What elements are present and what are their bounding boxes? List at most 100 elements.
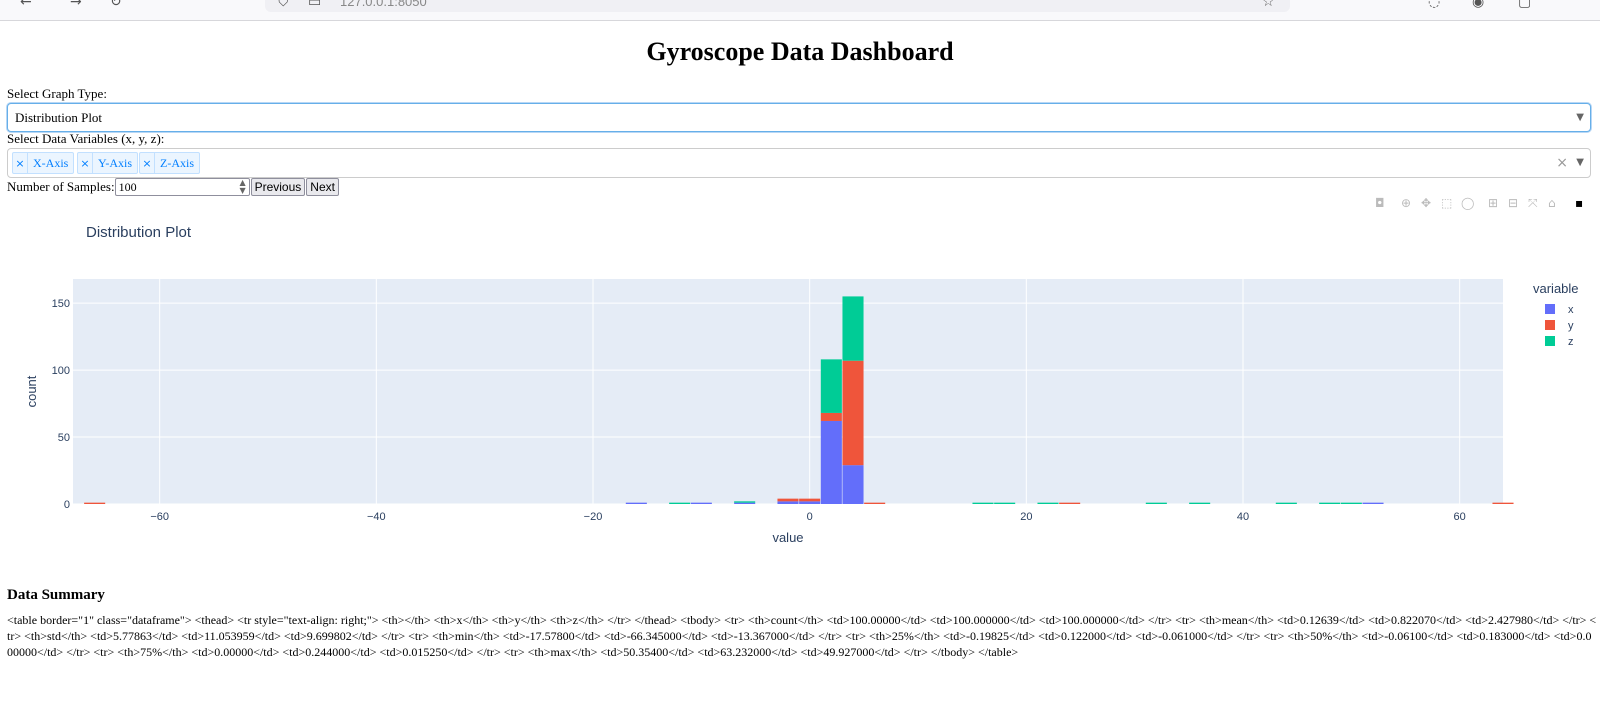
bar-z[interactable] (1275, 502, 1297, 504)
remove-x-axis-icon[interactable]: × (13, 153, 28, 173)
bar-x[interactable] (690, 502, 712, 504)
chip-x-axis: × X-Axis (12, 152, 75, 174)
graph-type-label: Select Graph Type: (7, 86, 107, 101)
chip-label: Y-Axis (98, 155, 133, 170)
chip-label: Z-Axis (160, 155, 194, 170)
shield-icon[interactable]: ⛉ (278, 0, 289, 10)
extensions-icon[interactable]: ▢ (1518, 0, 1532, 10)
bar-x[interactable] (1362, 502, 1384, 504)
bar-z[interactable] (1037, 502, 1059, 504)
samples-row: Number of Samples: 100 ▲ ▼ Previous Next (7, 178, 339, 196)
y-tick-label: 150 (52, 298, 70, 310)
bar-x[interactable] (799, 501, 821, 504)
chip-label: X-Axis (33, 155, 69, 170)
samples-value: 100 (118, 180, 137, 194)
y-axis-title: count (24, 375, 39, 407)
bar-y[interactable] (799, 498, 821, 502)
spinner-icon[interactable]: ▲ ▼ (239, 178, 246, 195)
page-title: Gyroscope Data Dashboard (646, 37, 954, 66)
box-select-icon[interactable]: ⬚ (1441, 196, 1453, 210)
bar-y[interactable] (84, 502, 106, 504)
bar-z[interactable] (994, 502, 1016, 504)
bar-z[interactable] (1189, 502, 1211, 504)
bar-y[interactable] (842, 360, 864, 466)
chevron-down-icon[interactable]: ▼ (1576, 157, 1584, 168)
account-icon[interactable]: ◉ (1472, 0, 1485, 10)
bar-z[interactable] (820, 359, 842, 413)
plotly-logo-icon[interactable]: ▪ (1575, 196, 1584, 210)
bar-z[interactable] (734, 501, 756, 503)
summary-text: <table border="1" class="dataframe"> <th… (7, 613, 1597, 659)
y-tick-label: 100 (52, 365, 70, 377)
y-tick-label: 50 (58, 432, 70, 444)
x-tick-label: −20 (584, 511, 603, 523)
previous-button[interactable]: Previous (250, 178, 306, 196)
next-button[interactable]: Next (306, 178, 339, 196)
legend-title: variable (1533, 281, 1579, 296)
x-tick-label: −40 (367, 511, 386, 523)
variables-multiselect[interactable]: × X-Axis × Y-Axis × Z-Axis × ▼ (7, 148, 1591, 178)
pocket-icon[interactable]: ◌ (1428, 0, 1441, 10)
browser-toolbar: ← → ↻ ⛉ ▭ 127.0.0.1:8050 ☆ ◌ ◉ ▢ (0, 0, 1600, 21)
bar-y[interactable] (1492, 502, 1514, 504)
distribution-chart[interactable]: 0 50 100 150 −60 −40 −20 0 20 40 60 value count varia… (0, 230, 1600, 560)
x-tick-label: 40 (1237, 511, 1249, 523)
graph-type-value: Distribution Plot (15, 110, 103, 125)
plot-background (73, 279, 1503, 504)
legend-item[interactable]: y (1568, 320, 1574, 332)
camera-icon[interactable]: ◘ (1375, 196, 1385, 210)
pan-icon[interactable]: ✥ (1421, 196, 1432, 210)
legend-swatch[interactable] (1545, 304, 1555, 314)
variables-label: Select Data Variables (x, y, z): (7, 131, 165, 146)
graph-type-dropdown[interactable]: Distribution Plot ▼ (7, 103, 1591, 132)
bar-y[interactable] (1059, 502, 1081, 504)
autoscale-icon[interactable]: ⤧ (1528, 196, 1538, 210)
samples-label: Number of Samples: (7, 179, 115, 194)
legend-item[interactable]: z (1568, 336, 1574, 348)
back-icon[interactable]: ← (20, 0, 32, 10)
zoom-out-icon[interactable]: ⊟ (1508, 196, 1519, 210)
bar-x[interactable] (777, 501, 799, 504)
url-bar[interactable] (265, 0, 1290, 12)
y-tick-label: 0 (64, 499, 70, 511)
bookmark-icon[interactable]: ☆ (1262, 0, 1275, 10)
x-tick-label: 60 (1454, 511, 1466, 523)
home-icon[interactable]: ⌂ (1548, 196, 1556, 210)
clear-all-icon[interactable]: × (1556, 155, 1568, 171)
x-tick-label: −60 (150, 511, 169, 523)
chip-y-axis: × Y-Axis (77, 152, 139, 174)
legend-swatch[interactable] (1545, 336, 1555, 346)
bar-z[interactable] (1145, 502, 1167, 504)
bar-z[interactable] (669, 502, 691, 504)
bar-z[interactable] (972, 502, 994, 504)
reload-icon[interactable]: ↻ (110, 0, 122, 10)
legend-swatch[interactable] (1545, 320, 1555, 330)
chart-title: Distribution Plot (86, 224, 192, 241)
bar-z[interactable] (842, 296, 864, 361)
url-text[interactable]: 127.0.0.1:8050 (340, 0, 427, 9)
summary-heading: Data Summary (7, 587, 105, 603)
bar-x[interactable] (625, 502, 647, 504)
zoom-in-icon[interactable]: ⊞ (1488, 196, 1499, 210)
chevron-down-icon[interactable]: ▼ (1576, 112, 1584, 123)
bar-x[interactable] (842, 465, 864, 504)
x-tick-label: 20 (1020, 511, 1032, 523)
bar-y[interactable] (777, 498, 799, 502)
bar-y[interactable] (820, 412, 842, 421)
bar-z[interactable] (1319, 502, 1341, 504)
bar-x[interactable] (820, 420, 842, 504)
remove-y-axis-icon[interactable]: × (78, 153, 93, 173)
zoom-icon[interactable]: ⊕ (1401, 196, 1412, 210)
x-axis-title: value (772, 530, 803, 545)
bar-z[interactable] (1340, 502, 1362, 504)
chip-z-axis: × Z-Axis (139, 152, 200, 174)
remove-z-axis-icon[interactable]: × (140, 153, 155, 173)
bar-y[interactable] (864, 502, 886, 504)
page-info-icon[interactable]: ▭ (308, 0, 322, 10)
legend-item[interactable]: x (1568, 304, 1574, 316)
bar-x[interactable] (734, 502, 756, 504)
lasso-icon[interactable]: ◯ (1461, 196, 1475, 210)
x-tick-label: 0 (807, 511, 813, 523)
forward-icon[interactable]: → (70, 0, 82, 10)
samples-input[interactable]: 100 ▲ ▼ (114, 178, 250, 196)
